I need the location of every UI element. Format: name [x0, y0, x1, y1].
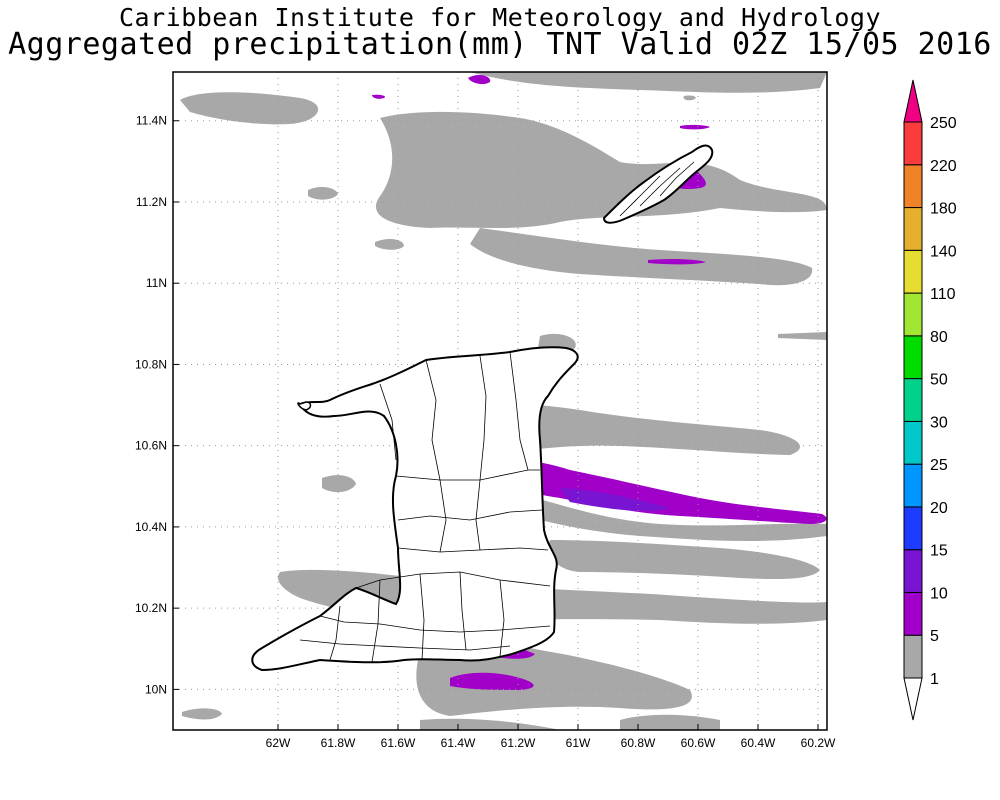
- legend-label: 140: [930, 243, 957, 260]
- legend-label: 250: [930, 115, 957, 132]
- x-tick-label: 61.2W: [501, 736, 536, 750]
- legend-swatch: [903, 207, 923, 251]
- district-boundary: [619, 175, 661, 217]
- y-tick-label: 10N: [145, 682, 167, 696]
- title-product: Aggregated precipitation(mm) TNT Valid 0…: [8, 27, 992, 62]
- district-boundary: [509, 351, 529, 471]
- x-tick-label: 61.6W: [381, 736, 416, 750]
- y-tick-label: 11.2N: [136, 195, 167, 209]
- legend-swatch: [903, 164, 923, 209]
- x-axis: 62W 61.8W 61.6W 61.4W 61.2W 61W 60.8W 60.6W 60.4…: [266, 724, 836, 750]
- legend-label: 110: [930, 286, 956, 303]
- legend-swatch: [903, 549, 923, 593]
- district-boundary: [659, 161, 695, 197]
- district-boundary: [371, 579, 381, 663]
- district-boundary: [329, 605, 341, 661]
- legend-label: 10: [930, 585, 948, 602]
- legend-swatch: [903, 121, 923, 166]
- tobago-island: [602, 144, 714, 224]
- y-tick-label: 11N: [146, 276, 167, 290]
- legend-label: 30: [930, 414, 948, 431]
- x-tick-label: 61W: [566, 736, 591, 750]
- legend-swatch: [903, 463, 923, 508]
- legend-label: 25: [930, 457, 948, 474]
- legend-arrow-bottom: [903, 677, 923, 721]
- x-tick-label: 60.8W: [621, 736, 656, 750]
- title-institute: Caribbean Institute for Meteorology and …: [118, 3, 881, 32]
- legend-swatch: [903, 506, 923, 551]
- district-boundary: [419, 573, 425, 661]
- y-tick-label: 10.4N: [135, 520, 167, 534]
- legend-label: 180: [930, 201, 957, 218]
- trinidad-island: [251, 346, 579, 672]
- district-boundary: [379, 383, 397, 461]
- legend-label: 5: [930, 628, 939, 645]
- legend-swatch: [903, 591, 923, 636]
- district-boundary: [639, 167, 681, 207]
- plot-frame: [172, 71, 828, 731]
- district-boundary: [499, 579, 505, 657]
- legend-label: 15: [930, 543, 948, 560]
- x-tick-label: 60.4W: [741, 736, 776, 750]
- legend-label: 50: [930, 372, 948, 389]
- legend-swatch: [903, 292, 923, 337]
- legend-label: 80: [930, 329, 948, 346]
- islet: [297, 401, 312, 411]
- y-tick-label: 11.4N: [136, 114, 167, 128]
- legend-swatch: [903, 378, 923, 422]
- legend-swatch: [903, 634, 923, 679]
- y-tick-label: 10.8N: [135, 357, 167, 371]
- legend-arrow-top: [903, 79, 923, 123]
- x-tick-label: 62W: [266, 736, 291, 750]
- district-boundary: [459, 571, 467, 651]
- x-tick-label: 60.6W: [681, 736, 716, 750]
- legend-label: 220: [930, 158, 957, 175]
- x-tick-label: 61.4W: [441, 736, 476, 750]
- district-boundary: [425, 359, 441, 481]
- legend-label: 20: [930, 500, 948, 517]
- district-boundary: [439, 479, 447, 553]
- district-boundary: [319, 615, 551, 633]
- district-boundary: [355, 571, 551, 589]
- legend-swatch: [903, 335, 923, 380]
- x-tick-label: 60.2W: [801, 736, 836, 750]
- legend-swatch: [903, 249, 923, 294]
- landmass: [251, 144, 714, 672]
- lat-lon-grid: [173, 72, 827, 730]
- map-plot-area: [173, 72, 827, 730]
- legend-label: 1: [930, 671, 939, 688]
- x-tick-label: 61.8W: [321, 736, 356, 750]
- district-boundary: [299, 639, 511, 651]
- district-boundary: [475, 479, 481, 551]
- y-axis: 10N 10.2N 10.4N 10.6N 10.8N 11N 11.2N 11.4N: [135, 114, 179, 696]
- legend-swatch: [903, 420, 923, 465]
- y-tick-label: 10.6N: [135, 439, 167, 453]
- district-boundary: [479, 355, 487, 481]
- district-boundary: [397, 509, 543, 521]
- y-tick-label: 10.2N: [135, 601, 167, 615]
